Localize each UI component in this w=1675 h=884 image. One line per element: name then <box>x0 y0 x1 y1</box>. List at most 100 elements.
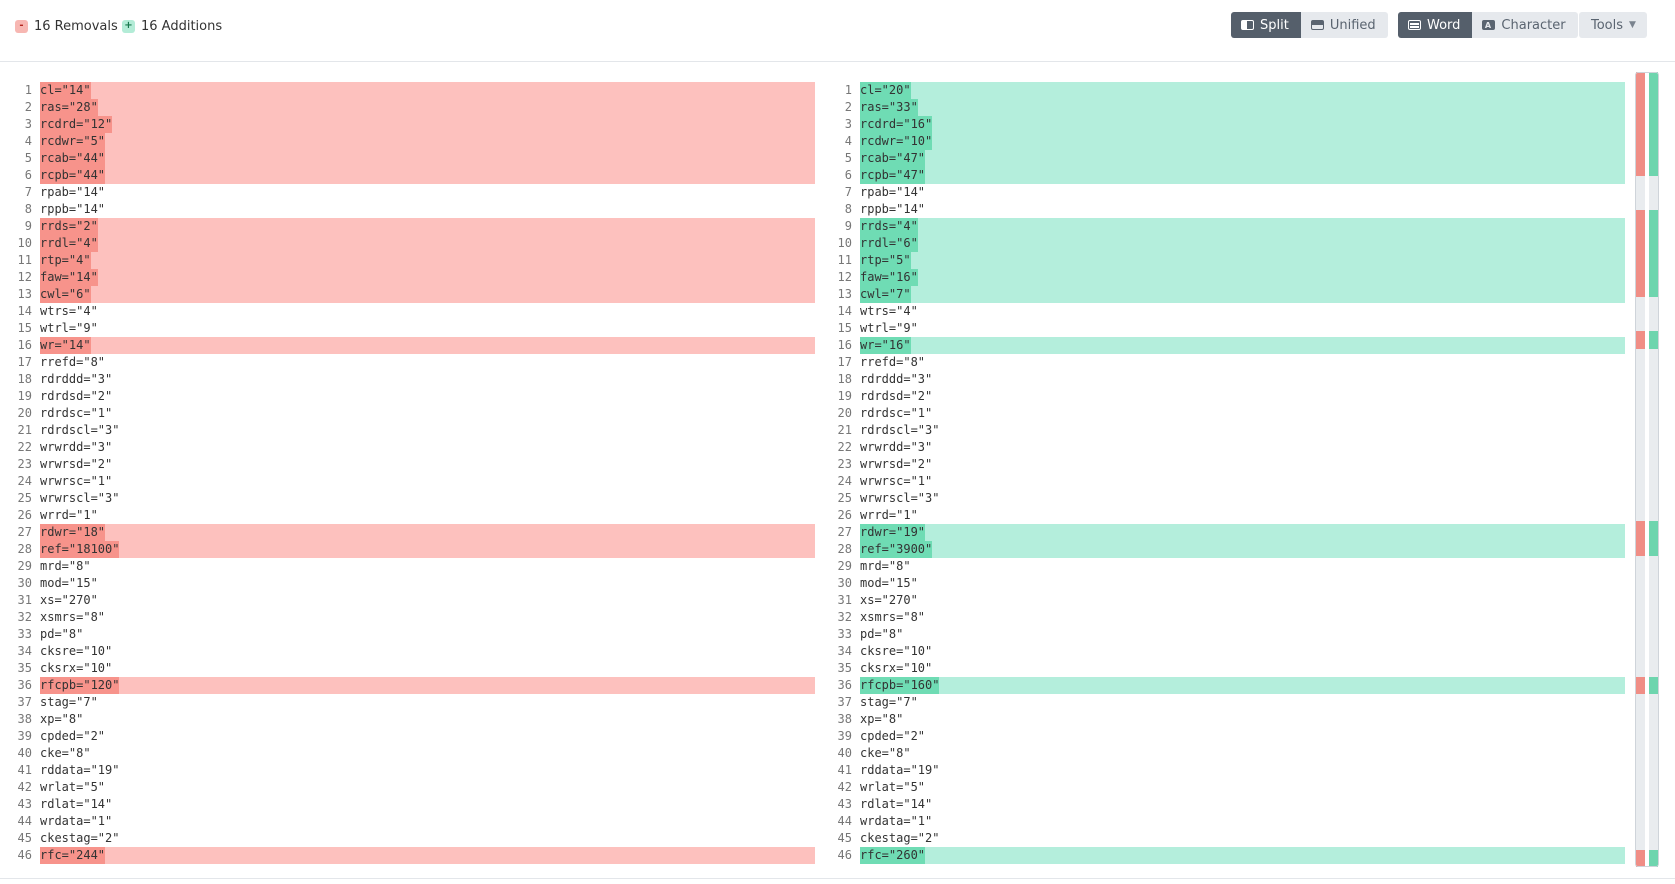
line-code: rdrdscl="3" <box>40 422 815 439</box>
diff-overview-scrollbar[interactable] <box>1635 72 1659 867</box>
line-code: wrrd="1" <box>860 507 1625 524</box>
split-view-button[interactable]: Split <box>1231 12 1301 38</box>
modified-line: 2 ras="33" <box>820 99 1625 116</box>
modified-line: 6 rcpb="47" <box>820 167 1625 184</box>
line-code: rcdwr="5" <box>40 133 815 150</box>
removed-word: rcdwr="5" <box>40 133 106 150</box>
line-number: 22 <box>837 440 852 454</box>
line-text: wtrs="4" <box>860 304 918 318</box>
line-number: 14 <box>17 304 32 318</box>
added-word: cwl="7" <box>860 286 911 303</box>
line-code: pd="8" <box>40 626 815 643</box>
line-code: wrwrsc="1" <box>860 473 1625 490</box>
line-code: rrefd="8" <box>860 354 1625 371</box>
original-line: 13 cwl="6" <box>0 286 815 303</box>
line-code: stag="7" <box>860 694 1625 711</box>
overview-removal-marker <box>1636 72 1645 176</box>
line-code: rrefd="8" <box>40 354 815 371</box>
line-code: rrds="4" <box>860 218 1625 235</box>
modified-line: 17 rrefd="8" <box>820 354 1625 371</box>
removed-word: ref="18100" <box>40 541 120 558</box>
line-number: 6 <box>24 168 32 182</box>
original-line: 5 rcab="44" <box>0 150 815 167</box>
added-word: rcdrd="16" <box>860 116 933 133</box>
line-number: 35 <box>837 661 852 675</box>
line-text: mod="15" <box>860 576 918 590</box>
removed-word: ras="28" <box>40 99 98 116</box>
line-text: wrdata="1" <box>860 814 933 828</box>
modified-line: 7 rpab="14" <box>820 184 1625 201</box>
line-text: cpded="2" <box>860 729 926 743</box>
line-text: mrd="8" <box>860 559 911 573</box>
line-text: wrrd="1" <box>40 508 98 522</box>
added-word: rfc="260" <box>860 847 926 864</box>
line-number: 33 <box>17 627 32 641</box>
modified-line: 10 rrdl="6" <box>820 235 1625 252</box>
line-text: rdrdsd="2" <box>40 389 113 403</box>
line-number: 45 <box>837 831 852 845</box>
line-text: cksrx="10" <box>860 661 933 675</box>
modified-line: 12 faw="16" <box>820 269 1625 286</box>
modified-line: 24 wrwrsc="1" <box>820 473 1625 490</box>
line-number: 42 <box>837 780 852 794</box>
line-text: rddata="19" <box>860 763 940 777</box>
line-code: wrwrsd="2" <box>860 456 1625 473</box>
word-mode-button[interactable]: Word <box>1398 12 1473 38</box>
line-text: cke="8" <box>860 746 911 760</box>
modified-line: 32 xsmrs="8" <box>820 609 1625 626</box>
original-line: 41 rddata="19" <box>0 762 815 779</box>
original-line: 37 stag="7" <box>0 694 815 711</box>
original-line: 24 wrwrsc="1" <box>0 473 815 490</box>
original-line: 27 rdwr="18" <box>0 524 815 541</box>
line-text: cke="8" <box>40 746 91 760</box>
character-mode-label: Character <box>1501 17 1566 33</box>
line-number: 10 <box>17 236 32 250</box>
modified-line: 45 ckestag="2" <box>820 830 1625 847</box>
line-code: cpded="2" <box>860 728 1625 745</box>
tools-dropdown[interactable]: Tools ▼ <box>1579 12 1647 38</box>
line-number: 40 <box>837 746 852 760</box>
line-number: 38 <box>837 712 852 726</box>
original-line: 6 rcpb="44" <box>0 167 815 184</box>
original-line: 4 rcdwr="5" <box>0 133 815 150</box>
line-text: xsmrs="8" <box>40 610 106 624</box>
line-number: 27 <box>17 525 32 539</box>
original-line: 2 ras="28" <box>0 99 815 116</box>
line-number: 20 <box>837 406 852 420</box>
modified-line: 14 wtrs="4" <box>820 303 1625 320</box>
line-code: mrd="8" <box>860 558 1625 575</box>
unified-view-button[interactable]: Unified <box>1300 12 1388 38</box>
line-number: 39 <box>837 729 852 743</box>
modified-line: 8 rppb="14" <box>820 201 1625 218</box>
removed-word: rcab="44" <box>40 150 106 167</box>
line-number: 16 <box>17 338 32 352</box>
unified-view-label: Unified <box>1329 17 1376 33</box>
additions-count: 16 Additions <box>141 18 223 34</box>
line-number: 19 <box>837 389 852 403</box>
removed-word: rfcpb="120" <box>40 677 120 694</box>
modified-line: 28 ref="3900" <box>820 541 1625 558</box>
line-number: 30 <box>17 576 32 590</box>
character-mode-button[interactable]: Character <box>1472 12 1578 38</box>
line-code: mod="15" <box>860 575 1625 592</box>
line-code: cksre="10" <box>40 643 815 660</box>
modified-line: 15 wtrl="9" <box>820 320 1625 337</box>
overview-addition-marker <box>1649 676 1658 695</box>
line-number: 18 <box>837 372 852 386</box>
line-number: 11 <box>837 253 852 267</box>
line-number: 34 <box>17 644 32 658</box>
line-text: xs="270" <box>40 593 98 607</box>
original-line: 44 wrdata="1" <box>0 813 815 830</box>
line-code: wrwrscl="3" <box>860 490 1625 507</box>
overview-viewport[interactable] <box>1635 72 1659 867</box>
line-code: xs="270" <box>40 592 815 609</box>
line-number: 26 <box>837 508 852 522</box>
line-number: 36 <box>17 678 32 692</box>
line-number: 11 <box>17 253 32 267</box>
line-number: 10 <box>837 236 852 250</box>
line-number: 14 <box>837 304 852 318</box>
line-code: cwl="6" <box>40 286 815 303</box>
modified-pane: 1 cl="20" 2 ras="33" 3 rcdrd="16" 4 rcdwr="10" 5… <box>820 82 1625 864</box>
line-number: 4 <box>24 134 32 148</box>
original-line: 1 cl="14" <box>0 82 815 99</box>
